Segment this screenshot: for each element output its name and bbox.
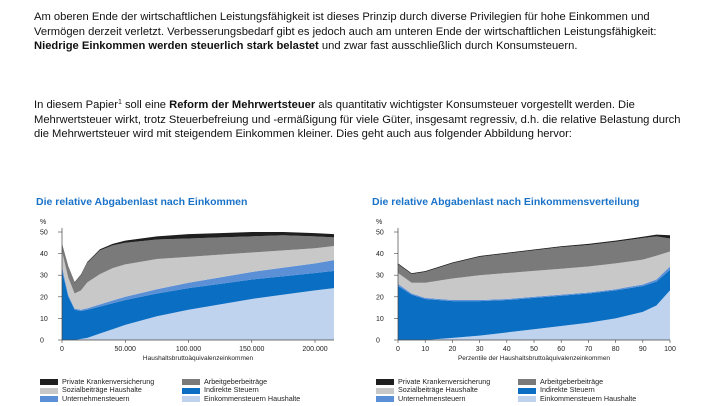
x-tick-label: 150.000 bbox=[239, 346, 264, 353]
y-tick-label: 40 bbox=[40, 251, 48, 258]
paragraph2-bold: Reform der Mehrwertsteuer bbox=[169, 99, 316, 111]
chart-legend: Private Krankenversicherung Arbeitgeberbe… bbox=[40, 377, 360, 403]
chart-abgabenlast-nach-einkommen: Die relative Abgabenlast nach Einkommen … bbox=[36, 196, 376, 406]
paragraph1-bold: Niedrige Einkommen werden steuerlich sta… bbox=[34, 40, 319, 53]
legend-swatch bbox=[182, 387, 200, 394]
x-tick-label: 100.000 bbox=[176, 346, 201, 353]
x-tick-label: 60 bbox=[557, 346, 565, 353]
y-tick-label: 30 bbox=[376, 273, 384, 280]
paragraph1-text-a: Am oberen Ende der wirtschaftlichen Leis… bbox=[34, 11, 657, 38]
x-axis-label: Haushaltsbruttoäquivalenzeinkommen bbox=[143, 355, 254, 362]
y-tick-label: 40 bbox=[376, 251, 384, 258]
legend-swatch bbox=[376, 379, 394, 386]
legend-item-sozialbeitraege-haushalte: Sozialbeiträge Haushalte bbox=[376, 385, 514, 395]
chart-svg: % 0 10 20 30 40 50 0 50.000 100.000 150.000 200.000… bbox=[40, 219, 334, 362]
legend-swatch bbox=[40, 396, 58, 403]
paragraph-abgabenlast-intro: Am oberen Ende der wirtschaftlichen Leis… bbox=[34, 10, 694, 54]
legend-label: Einkommensteuern Haushalte bbox=[204, 393, 301, 403]
footnote-marker[interactable]: 1 bbox=[117, 99, 122, 106]
area-einkommensteuern-haushalte bbox=[398, 290, 670, 340]
x-tick-label: 0 bbox=[60, 346, 64, 353]
legend-label: Unternehmensteuern bbox=[62, 393, 130, 403]
x-tick-label: 50 bbox=[530, 346, 538, 353]
y-tick-label: 20 bbox=[376, 294, 384, 301]
x-tick-label: 0 bbox=[396, 346, 400, 353]
y-tick-label: 30 bbox=[40, 273, 48, 280]
area-sozialbeitraege-haushalte bbox=[398, 251, 670, 301]
paragraph1-text-b: und zwar fast ausschließlich durch Konsu… bbox=[318, 40, 578, 53]
legend-swatch bbox=[376, 396, 394, 403]
y-axis-label: % bbox=[376, 219, 382, 226]
legend-label: Indirekte Steuern bbox=[540, 385, 595, 395]
legend-label: Arbeitgeberbeiträge bbox=[204, 377, 268, 386]
legend-label: Sozialbeiträge Haushalte bbox=[398, 385, 478, 395]
legend-item-einkommensteuern-haushalte: Einkommensteuern Haushalte bbox=[518, 393, 678, 403]
legend-item-einkommensteuern-haushalte: Einkommensteuern Haushalte bbox=[182, 393, 342, 403]
x-tick-label: 90 bbox=[639, 346, 647, 353]
legend-item-arbeitgeberbeitraege: Arbeitgeberbeiträge bbox=[518, 377, 678, 386]
legend-label: Private Krankenversicherung bbox=[398, 377, 491, 386]
legend-label: Arbeitgeberbeiträge bbox=[540, 377, 604, 386]
area-sozialbeitraege-haushalte bbox=[62, 246, 334, 310]
legend-swatch bbox=[40, 387, 58, 394]
paragraph-mehrwertsteuer: In diesem Papier1 soll eine Reform der M… bbox=[34, 98, 694, 142]
area-arbeitgeberbeitraege bbox=[62, 235, 334, 294]
legend-item-arbeitgeberbeitraege: Arbeitgeberbeiträge bbox=[182, 377, 342, 386]
area-indirekte-steuern bbox=[398, 269, 670, 340]
chart-svg: % 0 10 20 30 40 50 0 10 20 30 40 50 60 70 80 90 100 Perzen… bbox=[376, 219, 676, 362]
legend-swatch bbox=[518, 396, 536, 403]
legend-item-private-krankenversicherung: Private Krankenversicherung bbox=[40, 377, 178, 386]
x-tick-label: 100 bbox=[664, 346, 676, 353]
area-einkommensteuern-haushalte bbox=[62, 288, 334, 340]
y-axis-label: % bbox=[40, 219, 46, 226]
chart-title: Die relative Abgabenlast nach Einkommen bbox=[36, 196, 248, 208]
area-arbeitgeberbeitraege bbox=[398, 236, 670, 283]
legend-swatch bbox=[518, 379, 536, 386]
legend-swatch bbox=[40, 379, 58, 386]
legend-swatch bbox=[182, 379, 200, 386]
x-tick-label: 80 bbox=[612, 346, 620, 353]
y-tick-label: 50 bbox=[376, 230, 384, 237]
legend-item-indirekte-steuern: Indirekte Steuern bbox=[518, 385, 678, 395]
chart-title: Die relative Abgabenlast nach Einkommens… bbox=[372, 196, 640, 208]
y-tick-label: 10 bbox=[376, 316, 384, 323]
y-tick-label: 10 bbox=[40, 316, 48, 323]
paragraph2-text-a: In diesem Papier bbox=[34, 99, 118, 111]
chart-abgabenlast-nach-einkommensverteilung: Die relative Abgabenlast nach Einkommens… bbox=[372, 196, 712, 406]
legend-label: Sozialbeiträge Haushalte bbox=[62, 385, 142, 395]
x-tick-label: 30 bbox=[476, 346, 484, 353]
x-tick-label: 10 bbox=[421, 346, 429, 353]
x-tick-label: 70 bbox=[585, 346, 593, 353]
paragraph2-text-b: soll eine bbox=[121, 99, 170, 111]
x-tick-label: 200.000 bbox=[302, 346, 327, 353]
y-tick-label: 0 bbox=[376, 338, 380, 345]
area-indirekte-steuern bbox=[62, 270, 334, 340]
y-tick-label: 0 bbox=[40, 338, 44, 345]
legend-swatch bbox=[376, 387, 394, 394]
x-tick-label: 50.000 bbox=[115, 346, 137, 353]
y-tick-label: 50 bbox=[40, 230, 48, 237]
area-unternehmensteuern bbox=[62, 260, 334, 311]
legend-label: Indirekte Steuern bbox=[204, 385, 259, 395]
legend-label: Einkommensteuern Haushalte bbox=[540, 393, 637, 403]
legend-swatch bbox=[518, 387, 536, 394]
legend-label: Unternehmensteuern bbox=[398, 393, 466, 403]
legend-item-unternehmensteuern: Unternehmensteuern bbox=[376, 393, 514, 403]
x-tick-label: 20 bbox=[449, 346, 457, 353]
chart-legend: Private Krankenversicherung Arbeitgeberbe… bbox=[376, 377, 696, 403]
legend-item-private-krankenversicherung: Private Krankenversicherung bbox=[376, 377, 514, 386]
legend-item-indirekte-steuern: Indirekte Steuern bbox=[182, 385, 342, 395]
legend-item-unternehmensteuern: Unternehmensteuern bbox=[40, 393, 178, 403]
legend-label: Private Krankenversicherung bbox=[62, 377, 155, 386]
legend-swatch bbox=[182, 396, 200, 403]
paragraph2-text-c: als quantitativ wichtigster Konsumsteuer… bbox=[34, 99, 681, 141]
x-tick-label: 40 bbox=[503, 346, 511, 353]
y-tick-label: 20 bbox=[40, 294, 48, 301]
x-axis-label: Perzentile der Haushaltsbruttoäquivalenz… bbox=[458, 355, 610, 362]
legend-item-sozialbeitraege-haushalte: Sozialbeiträge Haushalte bbox=[40, 385, 178, 395]
